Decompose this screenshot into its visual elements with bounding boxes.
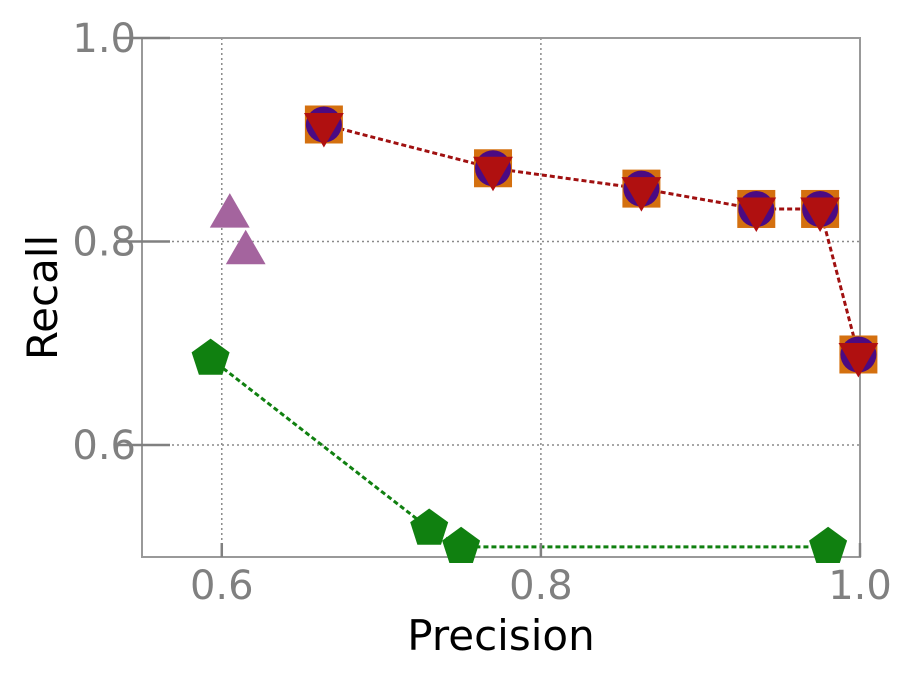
plot-frame (141, 37, 861, 558)
triangle-up-marker (209, 193, 250, 228)
pentagon-marker (809, 526, 848, 563)
x-tick-label: 1.0 (828, 563, 892, 609)
series-lines (209, 123, 860, 549)
y-tick-label: 0.8 (72, 220, 136, 266)
y-axis-label: Recall (18, 235, 67, 360)
pentagon-marker (191, 338, 230, 375)
x-tick-label: 0.8 (509, 563, 573, 609)
x-tick-label: 0.6 (190, 563, 254, 609)
triangle-up-marker (225, 229, 266, 265)
triangle-down-marker (473, 156, 513, 192)
x-axis-label: Precision (407, 611, 594, 660)
pentagon-marker (442, 526, 481, 563)
triangle-down-marker (621, 177, 662, 212)
triangle-down-marker (304, 113, 344, 148)
series-markers (191, 105, 879, 563)
y-tick-label: 0.6 (72, 423, 136, 469)
pentagon-marker (410, 508, 449, 545)
series-line (323, 123, 860, 355)
series-line (209, 357, 829, 549)
triangle-down-marker (736, 197, 777, 232)
axis-ticks: 0.6 0.8 1.0 0.6 0.8 1.0 (72, 16, 891, 609)
grid (142, 37, 861, 557)
triangle-down-marker (800, 197, 840, 232)
y-tick-label: 1.0 (72, 16, 136, 62)
triangle-down-marker (838, 343, 879, 378)
